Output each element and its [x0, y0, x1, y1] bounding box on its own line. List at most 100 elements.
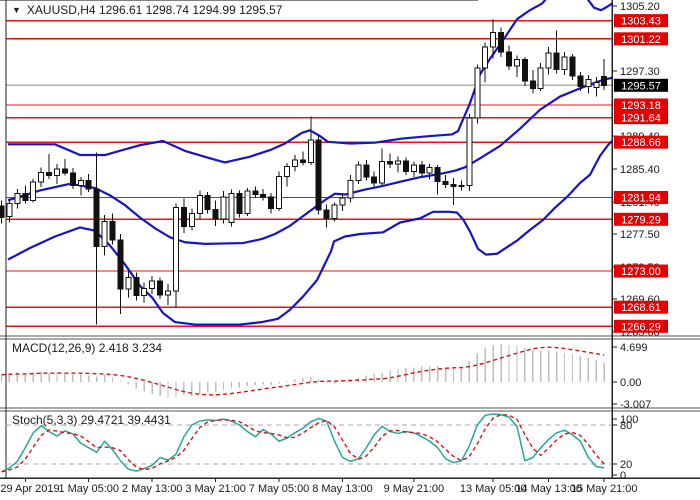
candle-down[interactable]: [46, 171, 53, 177]
candle-down[interactable]: [363, 164, 370, 178]
price-level-label-box: [614, 111, 668, 125]
candle-down[interactable]: [93, 188, 100, 247]
candle-down[interactable]: [69, 172, 76, 186]
candle-down[interactable]: [442, 180, 449, 186]
candle-down[interactable]: [498, 31, 505, 53]
bollinger-middle-band: [7, 76, 613, 245]
candle-up[interactable]: [101, 221, 108, 247]
candle-up[interactable]: [537, 67, 544, 89]
candle-down[interactable]: [577, 75, 584, 88]
candle-up[interactable]: [339, 197, 346, 206]
candle-down[interactable]: [601, 76, 608, 86]
price-level-label-box: [614, 319, 668, 333]
candle-down[interactable]: [371, 176, 378, 184]
candle-up[interactable]: [593, 82, 600, 89]
candle-down[interactable]: [450, 184, 457, 187]
price-level-label-text: 1291.64: [621, 113, 661, 125]
candle-up[interactable]: [188, 212, 195, 228]
candle-down[interactable]: [569, 56, 576, 77]
candle-up[interactable]: [474, 67, 481, 119]
candle-up[interactable]: [149, 280, 156, 289]
candle-up[interactable]: [244, 190, 251, 214]
candle-down[interactable]: [117, 239, 124, 290]
candle-down[interactable]: [506, 51, 513, 67]
y-axis-tick-label: 1297.30: [620, 66, 660, 78]
candle-up[interactable]: [38, 171, 45, 183]
x-axis-date-label: 7 May 05:00: [249, 483, 310, 495]
candle-up[interactable]: [125, 277, 132, 290]
chevron-down-icon[interactable]: ▼: [12, 5, 21, 15]
candle-down[interactable]: [212, 208, 219, 220]
candle-down[interactable]: [521, 59, 528, 82]
candle-down[interactable]: [529, 80, 536, 89]
candle-up[interactable]: [355, 164, 362, 182]
candle-down[interactable]: [204, 194, 211, 210]
candle-down[interactable]: [157, 280, 164, 296]
candle-up[interactable]: [196, 194, 203, 214]
candle-up[interactable]: [276, 175, 283, 210]
candle-up[interactable]: [141, 287, 148, 297]
candle-down[interactable]: [553, 52, 560, 70]
candle-up[interactable]: [307, 139, 314, 163]
candle-down[interactable]: [387, 161, 394, 165]
symbol-title[interactable]: ▼ XAUUSD,H4 1296.61 1298.74 1294.99 1295…: [12, 3, 282, 17]
candle-up[interactable]: [466, 117, 473, 186]
candle-down[interactable]: [268, 196, 275, 210]
price-level-label-text: 1268.61: [621, 302, 661, 314]
candle-up[interactable]: [283, 166, 290, 177]
candle-up[interactable]: [585, 78, 592, 88]
candle-up[interactable]: [513, 59, 520, 67]
current-price-label-text: 1295.57: [621, 80, 661, 92]
candle-up[interactable]: [561, 56, 568, 70]
candle-up[interactable]: [426, 166, 433, 174]
candle-up[interactable]: [458, 184, 465, 188]
candle-down[interactable]: [299, 159, 306, 163]
candle-down[interactable]: [22, 193, 29, 201]
candle-down[interactable]: [252, 190, 259, 196]
stoch-indicator-label: Stoch(5,3,3) 29.4721 39.4431: [12, 413, 171, 427]
price-level-label-text: 1279.29: [621, 214, 661, 226]
candle-up[interactable]: [482, 46, 489, 69]
candle-down[interactable]: [402, 160, 409, 172]
candle-down[interactable]: [236, 193, 243, 214]
symbol-ohlc-text: XAUUSD,H4 1296.61 1298.74 1294.99 1295.5…: [26, 3, 283, 17]
macd-axis-label: -3.007: [620, 399, 651, 411]
candle-up[interactable]: [410, 164, 417, 172]
candle-down[interactable]: [109, 221, 116, 241]
candle-down[interactable]: [0, 205, 5, 219]
price-level-label-text: 1303.43: [621, 16, 661, 28]
candle-up[interactable]: [14, 193, 21, 205]
candle-down[interactable]: [418, 164, 425, 174]
x-axis-date-label: 14 May 13:00: [515, 483, 582, 495]
candle-up[interactable]: [347, 180, 354, 199]
candle-up[interactable]: [291, 159, 298, 168]
candle-down[interactable]: [61, 168, 68, 174]
x-axis-date-label: 15 May 21:00: [571, 483, 638, 495]
candle-up[interactable]: [220, 196, 227, 220]
x-axis-date-label: 8 May 13:00: [312, 483, 373, 495]
candle-up[interactable]: [379, 161, 386, 184]
candle-down[interactable]: [180, 207, 187, 228]
candle-down[interactable]: [260, 194, 267, 198]
candle-down[interactable]: [323, 209, 330, 219]
candle-down[interactable]: [85, 180, 92, 190]
candle-up[interactable]: [30, 181, 37, 201]
candle-up[interactable]: [6, 203, 13, 218]
candle-up[interactable]: [165, 290, 172, 296]
candle-down[interactable]: [133, 277, 140, 297]
candle-up[interactable]: [228, 193, 235, 223]
price-level-label-box: [614, 300, 668, 314]
stoch-axis-label: 100: [620, 414, 638, 426]
candle-up[interactable]: [395, 160, 401, 165]
candle-down[interactable]: [315, 139, 322, 211]
price-level-label-box: [614, 190, 668, 204]
candle-down[interactable]: [434, 166, 441, 182]
candle-up[interactable]: [490, 31, 497, 48]
candle-up[interactable]: [172, 207, 179, 292]
candle-up[interactable]: [77, 180, 84, 186]
candle-up[interactable]: [331, 204, 338, 219]
candle-up[interactable]: [54, 168, 61, 177]
candle-up[interactable]: [545, 52, 552, 69]
